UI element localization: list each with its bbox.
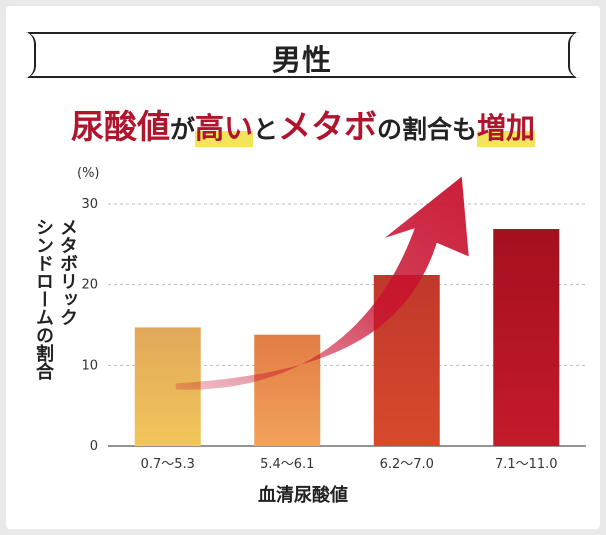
y-tick-label: 30 bbox=[81, 197, 98, 212]
y-axis-label-line-2: シンドロームの割合 bbox=[33, 218, 54, 380]
x-tick-labels: 0.7〜5.3 5.4〜6.1 6.2〜7.0 7.1〜11.0 bbox=[141, 457, 558, 472]
headline-part-3: と bbox=[252, 115, 278, 144]
trend-arrow bbox=[175, 176, 469, 390]
gender-label: 男性 bbox=[271, 43, 332, 77]
headline-part-4: メタボ bbox=[278, 107, 377, 146]
y-axis-label-line-1: メタボリック bbox=[57, 218, 78, 326]
x-tick-label: 7.1〜11.0 bbox=[495, 457, 558, 472]
x-tick-label: 6.2〜7.0 bbox=[380, 457, 434, 472]
bar-1 bbox=[254, 334, 321, 446]
bar-3 bbox=[493, 229, 560, 446]
headline-part-2: 高い bbox=[194, 105, 253, 147]
x-tick-label: 5.4〜6.1 bbox=[260, 457, 314, 472]
x-axis-title: 血清尿酸値 bbox=[258, 485, 348, 506]
y-unit-label: (%) bbox=[77, 166, 100, 181]
bars bbox=[134, 229, 560, 446]
y-tick-label: 0 bbox=[90, 439, 98, 454]
x-tick-label: 0.7〜5.3 bbox=[141, 457, 195, 472]
headline-part-6: 増加 bbox=[477, 105, 536, 147]
headline-part-1: が bbox=[169, 115, 195, 144]
y-tick-label: 10 bbox=[81, 358, 98, 373]
y-ticks: 0 10 20 30 bbox=[81, 197, 98, 454]
headline-part-5: の割合も bbox=[377, 115, 478, 144]
headline-part-0: 尿酸値 bbox=[70, 107, 170, 146]
headline: 尿酸値が高いとメタボの割合も増加 bbox=[0, 100, 606, 148]
y-tick-label: 20 bbox=[81, 278, 98, 293]
gender-header-box: 男性 bbox=[24, 32, 580, 78]
trend-arrow-shape bbox=[175, 176, 469, 390]
